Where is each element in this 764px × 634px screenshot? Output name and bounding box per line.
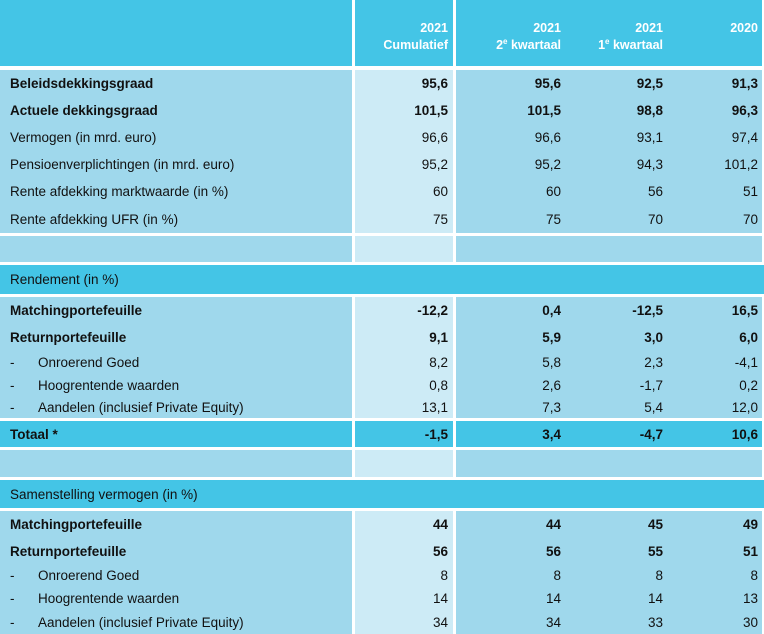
col-header-2020: 2020: [666, 0, 762, 66]
section-header-samenstelling: Samenstelling vermogen (in %): [0, 480, 764, 508]
table-row: Rente afdekking UFR (in %) 75 75 70 70: [0, 205, 764, 233]
section-header-rendement: Rendement (in %): [0, 265, 764, 294]
col-header-cumulatief: 2021 Cumulatief: [355, 0, 453, 66]
table-row: Beleidsdekkingsgraad 95,6 95,6 92,5 91,3: [0, 70, 764, 97]
table-row: Pensioenverplichtingen (in mrd. euro) 95…: [0, 151, 764, 178]
table-row: Actuele dekkingsgraad 101,5 101,5 98,8 9…: [0, 97, 764, 124]
table-row: Vermogen (in mrd. euro) 96,6 96,6 93,1 9…: [0, 124, 764, 151]
table-row: - Aandelen (inclusief Private Equity) 34 …: [0, 610, 764, 634]
spacer-row: [0, 236, 764, 262]
col-header-q1: 2021 1e kwartaal: [566, 0, 666, 66]
table-row: Rente afdekking marktwaarde (in %) 60 60…: [0, 178, 764, 205]
table-row: Matchingportefeuille 44 44 45 49: [0, 511, 764, 538]
table-row: - Onroerend Goed 8 8 8 8: [0, 564, 764, 587]
table-row: - Hoogrentende waarden 0,8 2,6 -1,7 0,2: [0, 374, 764, 396]
total-row: Totaal * -1,5 3,4 -4,7 10,6: [0, 421, 764, 447]
header-blank: [0, 0, 352, 66]
table-row: Returnportefeuille 56 56 55 51: [0, 538, 764, 564]
table-row: Returnportefeuille 9,1 5,9 3,0 6,0: [0, 324, 764, 351]
table-row: - Hoogrentende waarden 14 14 14 13: [0, 587, 764, 610]
table-row: Matchingportefeuille -12,2 0,4 -12,5 16,…: [0, 297, 764, 324]
spacer-row: [0, 450, 764, 477]
table-header: 2021 Cumulatief 2021 2e kwartaal 2021 1e…: [0, 0, 764, 66]
col-header-q2: 2021 2e kwartaal: [456, 0, 566, 66]
table-row: - Aandelen (inclusief Private Equity) 13,…: [0, 396, 764, 418]
table-row: - Onroerend Goed 8,2 5,8 2,3 -4,1: [0, 351, 764, 374]
